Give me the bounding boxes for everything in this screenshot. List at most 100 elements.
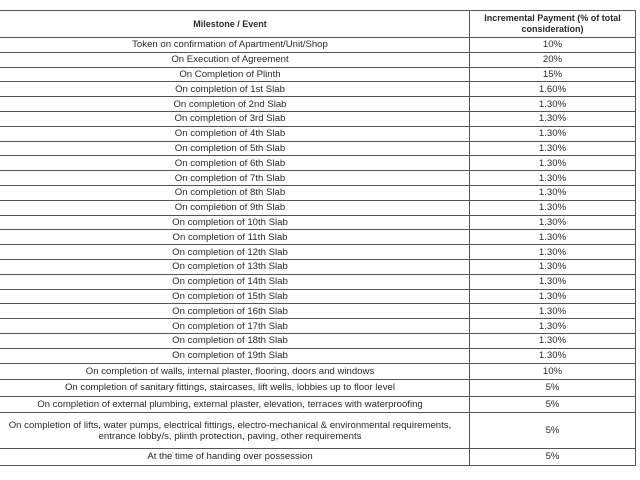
milestone-cell: On completion of sanitary fittings, stai…: [0, 379, 470, 397]
table-row: On completion of 2nd Slab 1.30%: [0, 96, 636, 112]
milestone-text: On completion of 1st Slab: [175, 83, 285, 95]
payment-cell: 15%: [469, 66, 636, 83]
table-row: On completion of lifts, water pumps, ele…: [0, 412, 636, 450]
table-row: On completion of external plumbing, exte…: [0, 395, 636, 414]
payment-schedule-table: Milestone / Event Incremental Payment (%…: [0, 10, 636, 466]
table-row: On completion of 16th Slab 1.30%: [0, 303, 636, 320]
milestone-cell: On completion of 17th Slab: [0, 318, 470, 334]
milestone-text: On completion of 5th Slab: [174, 142, 286, 154]
table-row: On completion of 10th Slab 1.30%: [0, 214, 636, 231]
milestone-text: On completion of 17th Slab: [172, 320, 288, 332]
table-row: On completion of 7th Slab 1.30%: [0, 170, 636, 186]
payment-cell: 1.30%: [469, 332, 636, 349]
table-row: On completion of 6th Slab 1.30%: [0, 155, 636, 172]
milestone-cell: On Completion of Plinth: [0, 66, 470, 83]
payment-cell: 1.60%: [469, 81, 636, 98]
milestone-cell: On completion of 8th Slab: [0, 184, 470, 201]
milestone-text: On completion of 15th Slab: [172, 290, 288, 302]
table-row: On completion of 1st Slab 1.60%: [0, 81, 636, 98]
milestone-cell: On completion of 2nd Slab: [0, 96, 470, 112]
table-row: On completion of 15th Slab 1.30%: [0, 288, 636, 305]
milestone-cell: On completion of walls, internal plaster…: [0, 362, 470, 381]
milestone-text: On completion of 10th Slab: [172, 216, 288, 228]
table-row: On completion of 9th Slab 1.30%: [0, 199, 636, 216]
payment-cell: 1.30%: [469, 199, 636, 216]
milestone-text: On completion of 11th Slab: [172, 231, 288, 243]
table-row: On completion of sanitary fittings, stai…: [0, 379, 636, 397]
payment-cell: 1.30%: [469, 288, 636, 305]
payment-cell: 20%: [469, 51, 636, 68]
milestone-text: On completion of 18th Slab: [172, 335, 288, 347]
payment-cell: 1.30%: [469, 273, 636, 290]
payment-schedule-table-container: Milestone / Event Incremental Payment (%…: [0, 10, 636, 466]
milestone-cell: On completion of 19th Slab: [0, 347, 470, 364]
payment-cell: 1.30%: [469, 140, 636, 157]
milestone-text: On Execution of Agreement: [171, 54, 289, 66]
milestone-text: On completion of 12th Slab: [172, 246, 288, 258]
table-row: On completion of 14th Slab 1.30%: [0, 273, 636, 290]
milestone-cell: On completion of 11th Slab: [0, 229, 470, 246]
payment-cell: 1.30%: [469, 347, 636, 364]
milestone-cell: On completion of 10th Slab: [0, 214, 470, 231]
milestone-cell: On completion of 9th Slab: [0, 199, 470, 216]
payment-cell: 5%: [469, 379, 636, 397]
milestone-text: On completion of 4th Slab: [174, 128, 286, 140]
milestone-text: On completion of 2nd Slab: [173, 98, 287, 110]
milestone-cell: On completion of 3rd Slab: [0, 110, 470, 127]
payment-header-line2: consideration): [521, 24, 584, 34]
milestone-header: Milestone / Event: [0, 10, 470, 38]
milestone-text: On Completion of Plinth: [179, 68, 281, 80]
table-row: On completion of 11th Slab 1.30%: [0, 229, 636, 246]
table-row: On completion of 17th Slab 1.30%: [0, 318, 636, 334]
table-row: On completion of 19th Slab 1.30%: [0, 347, 636, 364]
milestone-text: On completion of 16th Slab: [172, 305, 288, 317]
payment-cell: 1.30%: [469, 110, 636, 127]
milestone-text: On completion of 14th Slab: [172, 276, 288, 288]
milestone-cell: On completion of 13th Slab: [0, 258, 470, 275]
payment-cell: 1.30%: [469, 170, 636, 186]
payment-cell: 5%: [469, 395, 636, 414]
payment-cell: 1.30%: [469, 244, 636, 260]
payment-cell: 5%: [469, 412, 636, 450]
milestone-text: On completion of walls, internal plaster…: [85, 365, 375, 377]
payment-cell: 1.30%: [469, 96, 636, 112]
milestone-text: On completion of 6th Slab: [174, 157, 286, 169]
milestone-text-line2: entrance lobby/s, plinth protection, pav…: [98, 430, 362, 442]
milestone-cell: On completion of external plumbing, exte…: [0, 395, 470, 414]
table-row: Token on confirmation of Apartment/Unit/…: [0, 37, 636, 53]
milestone-cell: On completion of 14th Slab: [0, 273, 470, 290]
milestone-text: On completion of 13th Slab: [172, 261, 288, 273]
payment-cell: 1.30%: [469, 303, 636, 320]
milestone-text: On completion of sanitary fittings, stai…: [64, 382, 396, 394]
table-row: On completion of 12th Slab 1.30%: [0, 244, 636, 260]
milestone-cell: On completion of 7th Slab: [0, 170, 470, 186]
milestone-cell: On completion of 16th Slab: [0, 303, 470, 320]
table-row: On completion of 8th Slab 1.30%: [0, 184, 636, 201]
milestone-text: On completion of 19th Slab: [172, 350, 288, 362]
payment-cell: 1.30%: [469, 125, 636, 142]
payment-cell: 1.30%: [469, 155, 636, 172]
payment-cell: 5%: [469, 448, 636, 466]
milestone-text: Token on confirmation of Apartment/Unit/…: [132, 39, 328, 51]
table-row: On completion of 18th Slab 1.30%: [0, 332, 636, 349]
header-row: Milestone / Event Incremental Payment (%…: [0, 10, 636, 38]
payment-header: Incremental Payment (% of total considera…: [469, 10, 636, 38]
milestone-text: On completion of 7th Slab: [174, 172, 286, 184]
milestone-cell: On Execution of Agreement: [0, 51, 470, 68]
milestone-text: At the time of handing over possession: [147, 451, 313, 463]
milestone-text: On completion of 8th Slab: [174, 187, 286, 199]
table-row: On completion of walls, internal plaster…: [0, 362, 636, 381]
table-row: On Completion of Plinth 15%: [0, 66, 636, 83]
table-row: On completion of 5th Slab 1.30%: [0, 140, 636, 157]
table-row: On completion of 13th Slab 1.30%: [0, 258, 636, 275]
payment-cell: 1.30%: [469, 318, 636, 334]
table-row: On completion of 3rd Slab 1.30%: [0, 110, 636, 127]
milestone-text: On completion of lifts, water pumps, ele…: [8, 419, 452, 431]
milestone-cell: On completion of 6th Slab: [0, 155, 470, 172]
payment-header-line1: Incremental Payment (% of total: [484, 13, 621, 23]
milestone-cell: On completion of 12th Slab: [0, 244, 470, 260]
payment-cell: 1.30%: [469, 214, 636, 231]
milestone-cell: On completion of 18th Slab: [0, 332, 470, 349]
payment-cell: 1.30%: [469, 258, 636, 275]
milestone-cell: On completion of 1st Slab: [0, 81, 470, 98]
